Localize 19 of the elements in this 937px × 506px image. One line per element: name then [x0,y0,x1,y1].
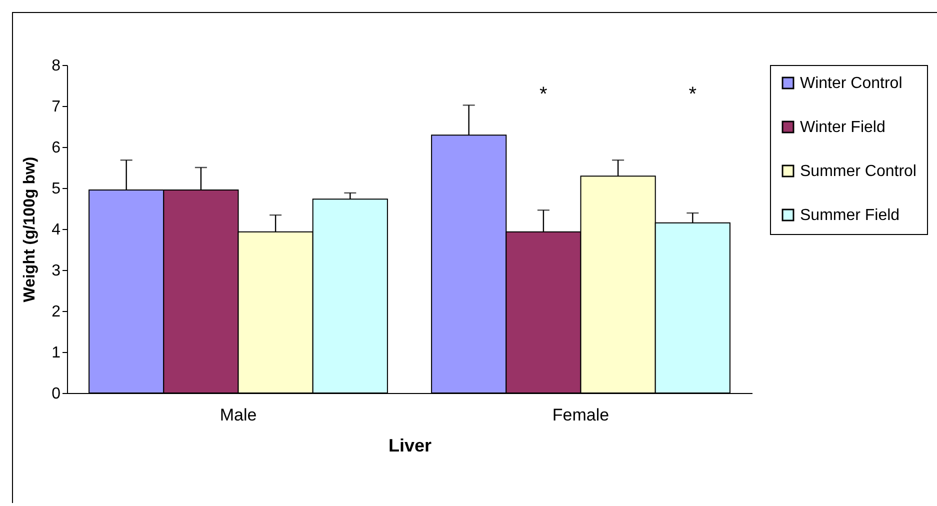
legend-label: Summer Field [800,207,900,224]
y-tick-label: 0 [52,386,61,402]
y-tick-label: 5 [52,180,61,198]
x-axis-title: Liver [388,436,432,456]
x-tick-label: Male [220,406,257,424]
y-tick-label: 8 [52,58,61,74]
y-tick-label: 1 [52,344,61,362]
x-tick-label: Female [552,406,610,424]
legend-label: Winter Field [800,119,886,136]
y-tick-label: 4 [52,222,61,238]
y-tick-label: 3 [52,262,61,280]
y-tick-label: 7 [52,98,61,116]
annotation: * [688,84,697,106]
annotation: * [540,84,548,106]
y-axis-title: Weight (g/100g bw) [22,156,39,302]
legend-label: Winter Control [800,75,902,92]
legend-label: Summer Control [800,163,916,180]
y-tick-label: 6 [52,140,61,156]
y-tick-label: 2 [52,304,61,320]
